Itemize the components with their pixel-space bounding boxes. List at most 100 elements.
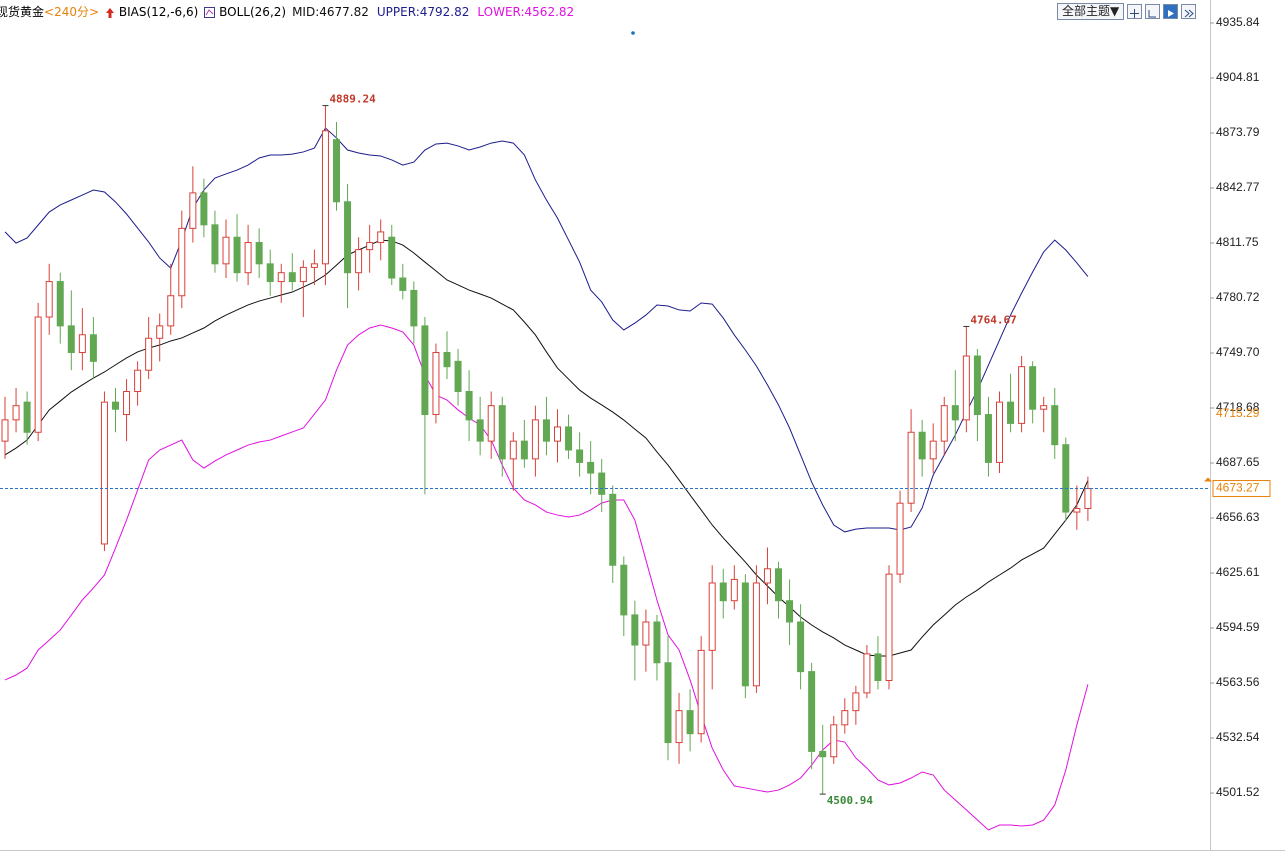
candle-body bbox=[211, 224, 219, 265]
candle-body bbox=[763, 568, 771, 584]
candle-body bbox=[631, 614, 639, 646]
candle-body bbox=[134, 369, 142, 392]
candle-body bbox=[333, 139, 340, 203]
candle-body bbox=[565, 426, 573, 451]
last-price-box bbox=[1212, 480, 1271, 498]
candle-body bbox=[852, 692, 860, 712]
candle-body bbox=[100, 401, 108, 545]
candle-body bbox=[432, 351, 440, 416]
candle-body bbox=[388, 236, 396, 279]
candle-body bbox=[266, 263, 274, 283]
boll-label: BOLL(26,2) bbox=[219, 5, 287, 19]
y-tick-label: 4625.61 bbox=[1216, 565, 1260, 579]
legend-entry: UPPER:4792.82 bbox=[376, 5, 470, 19]
candle-body bbox=[730, 578, 738, 602]
y-tick-label: 4594.59 bbox=[1216, 620, 1260, 634]
candle-body bbox=[808, 671, 816, 752]
candle-body bbox=[520, 440, 528, 460]
toolbar-button[interactable] bbox=[1145, 4, 1161, 19]
overlay: 4889.24 4764.67 4500.94 bbox=[0, 93, 1210, 807]
extreme-label: 4764.67 bbox=[970, 313, 1016, 326]
candle-body bbox=[896, 502, 904, 575]
y-tick-label: 4780.72 bbox=[1216, 290, 1260, 304]
candle-body bbox=[89, 334, 97, 362]
band-line bbox=[4, 239, 1089, 657]
candle-body bbox=[885, 573, 893, 681]
candle-body bbox=[1051, 405, 1059, 446]
last-price-arrow bbox=[1204, 477, 1212, 482]
last-price-label: 4673.27 bbox=[1216, 481, 1260, 495]
candle-body bbox=[156, 325, 164, 339]
candle-body bbox=[697, 649, 705, 735]
candle-body bbox=[1084, 488, 1092, 510]
candle-body bbox=[277, 272, 285, 283]
toolbar-button[interactable] bbox=[1127, 4, 1143, 19]
candle-body bbox=[708, 582, 716, 651]
legend: MID:4677.82 UPPER:4792.82 LOWER:4562.82 bbox=[292, 3, 574, 21]
toolbar-button[interactable] bbox=[1163, 4, 1179, 19]
candle-body bbox=[145, 337, 153, 371]
candle-body bbox=[918, 431, 926, 460]
candle-body bbox=[576, 449, 584, 463]
band-line bbox=[4, 324, 1089, 831]
y-tick-label: 4904.81 bbox=[1216, 70, 1260, 84]
candle-body bbox=[907, 431, 915, 504]
candle-body bbox=[653, 621, 661, 664]
candle-body bbox=[1029, 366, 1037, 410]
candle-body bbox=[874, 653, 882, 681]
y-tick-label: 4873.79 bbox=[1216, 125, 1260, 139]
candle-body bbox=[719, 582, 727, 602]
legend-entry: MID:4677.82 bbox=[292, 5, 369, 19]
candle-body bbox=[244, 242, 252, 274]
marker-dot bbox=[631, 31, 635, 35]
candle-body bbox=[310, 263, 318, 268]
candle-body bbox=[675, 710, 683, 744]
candle-body bbox=[454, 360, 462, 392]
boll-indicator[interactable]: BOLL(26,2) bbox=[204, 3, 286, 21]
candle-body bbox=[996, 401, 1003, 463]
candle-body bbox=[609, 493, 617, 566]
candle-body bbox=[642, 621, 650, 646]
y-tick-label: 4935.84 bbox=[1216, 15, 1260, 29]
candle-body bbox=[786, 600, 794, 623]
candle-body bbox=[465, 390, 473, 421]
candle-body bbox=[929, 440, 937, 460]
y-tick-label: 4563.56 bbox=[1216, 675, 1260, 689]
candle-body bbox=[686, 710, 694, 735]
candle-body bbox=[863, 653, 871, 694]
candle-body bbox=[951, 405, 959, 421]
candle-body bbox=[123, 390, 131, 416]
candle-body bbox=[67, 325, 75, 353]
candle-body bbox=[443, 351, 451, 368]
candle-body bbox=[344, 201, 352, 274]
candle-body bbox=[288, 272, 296, 283]
candle-body bbox=[167, 295, 175, 327]
candle-body bbox=[1073, 508, 1081, 513]
candle-body bbox=[598, 472, 606, 495]
candle-body bbox=[421, 325, 429, 416]
band-line bbox=[4, 127, 1089, 533]
toolbar-button[interactable] bbox=[1181, 4, 1197, 19]
y-tick-label: 4532.54 bbox=[1216, 730, 1260, 744]
candle-body bbox=[830, 724, 838, 758]
candle-body bbox=[1018, 366, 1026, 424]
candle-body bbox=[1, 419, 9, 442]
candle-body bbox=[399, 277, 407, 291]
candle-body bbox=[819, 750, 827, 758]
theme-button[interactable]: 全部主题▼ bbox=[1057, 3, 1125, 20]
candle-body bbox=[962, 355, 970, 421]
candle-body bbox=[741, 582, 749, 687]
candle-body bbox=[554, 426, 561, 442]
bias-icon bbox=[106, 7, 115, 18]
y-tick-label: 4687.65 bbox=[1216, 455, 1260, 469]
candle-body bbox=[321, 130, 329, 265]
candle-body bbox=[410, 289, 418, 327]
candle-body bbox=[498, 405, 506, 460]
candle-body bbox=[752, 582, 760, 687]
candle-body bbox=[78, 334, 86, 353]
bias-indicator[interactable]: BIAS(12,-6,6) bbox=[105, 3, 198, 21]
period[interactable]: <240分> bbox=[44, 5, 100, 19]
